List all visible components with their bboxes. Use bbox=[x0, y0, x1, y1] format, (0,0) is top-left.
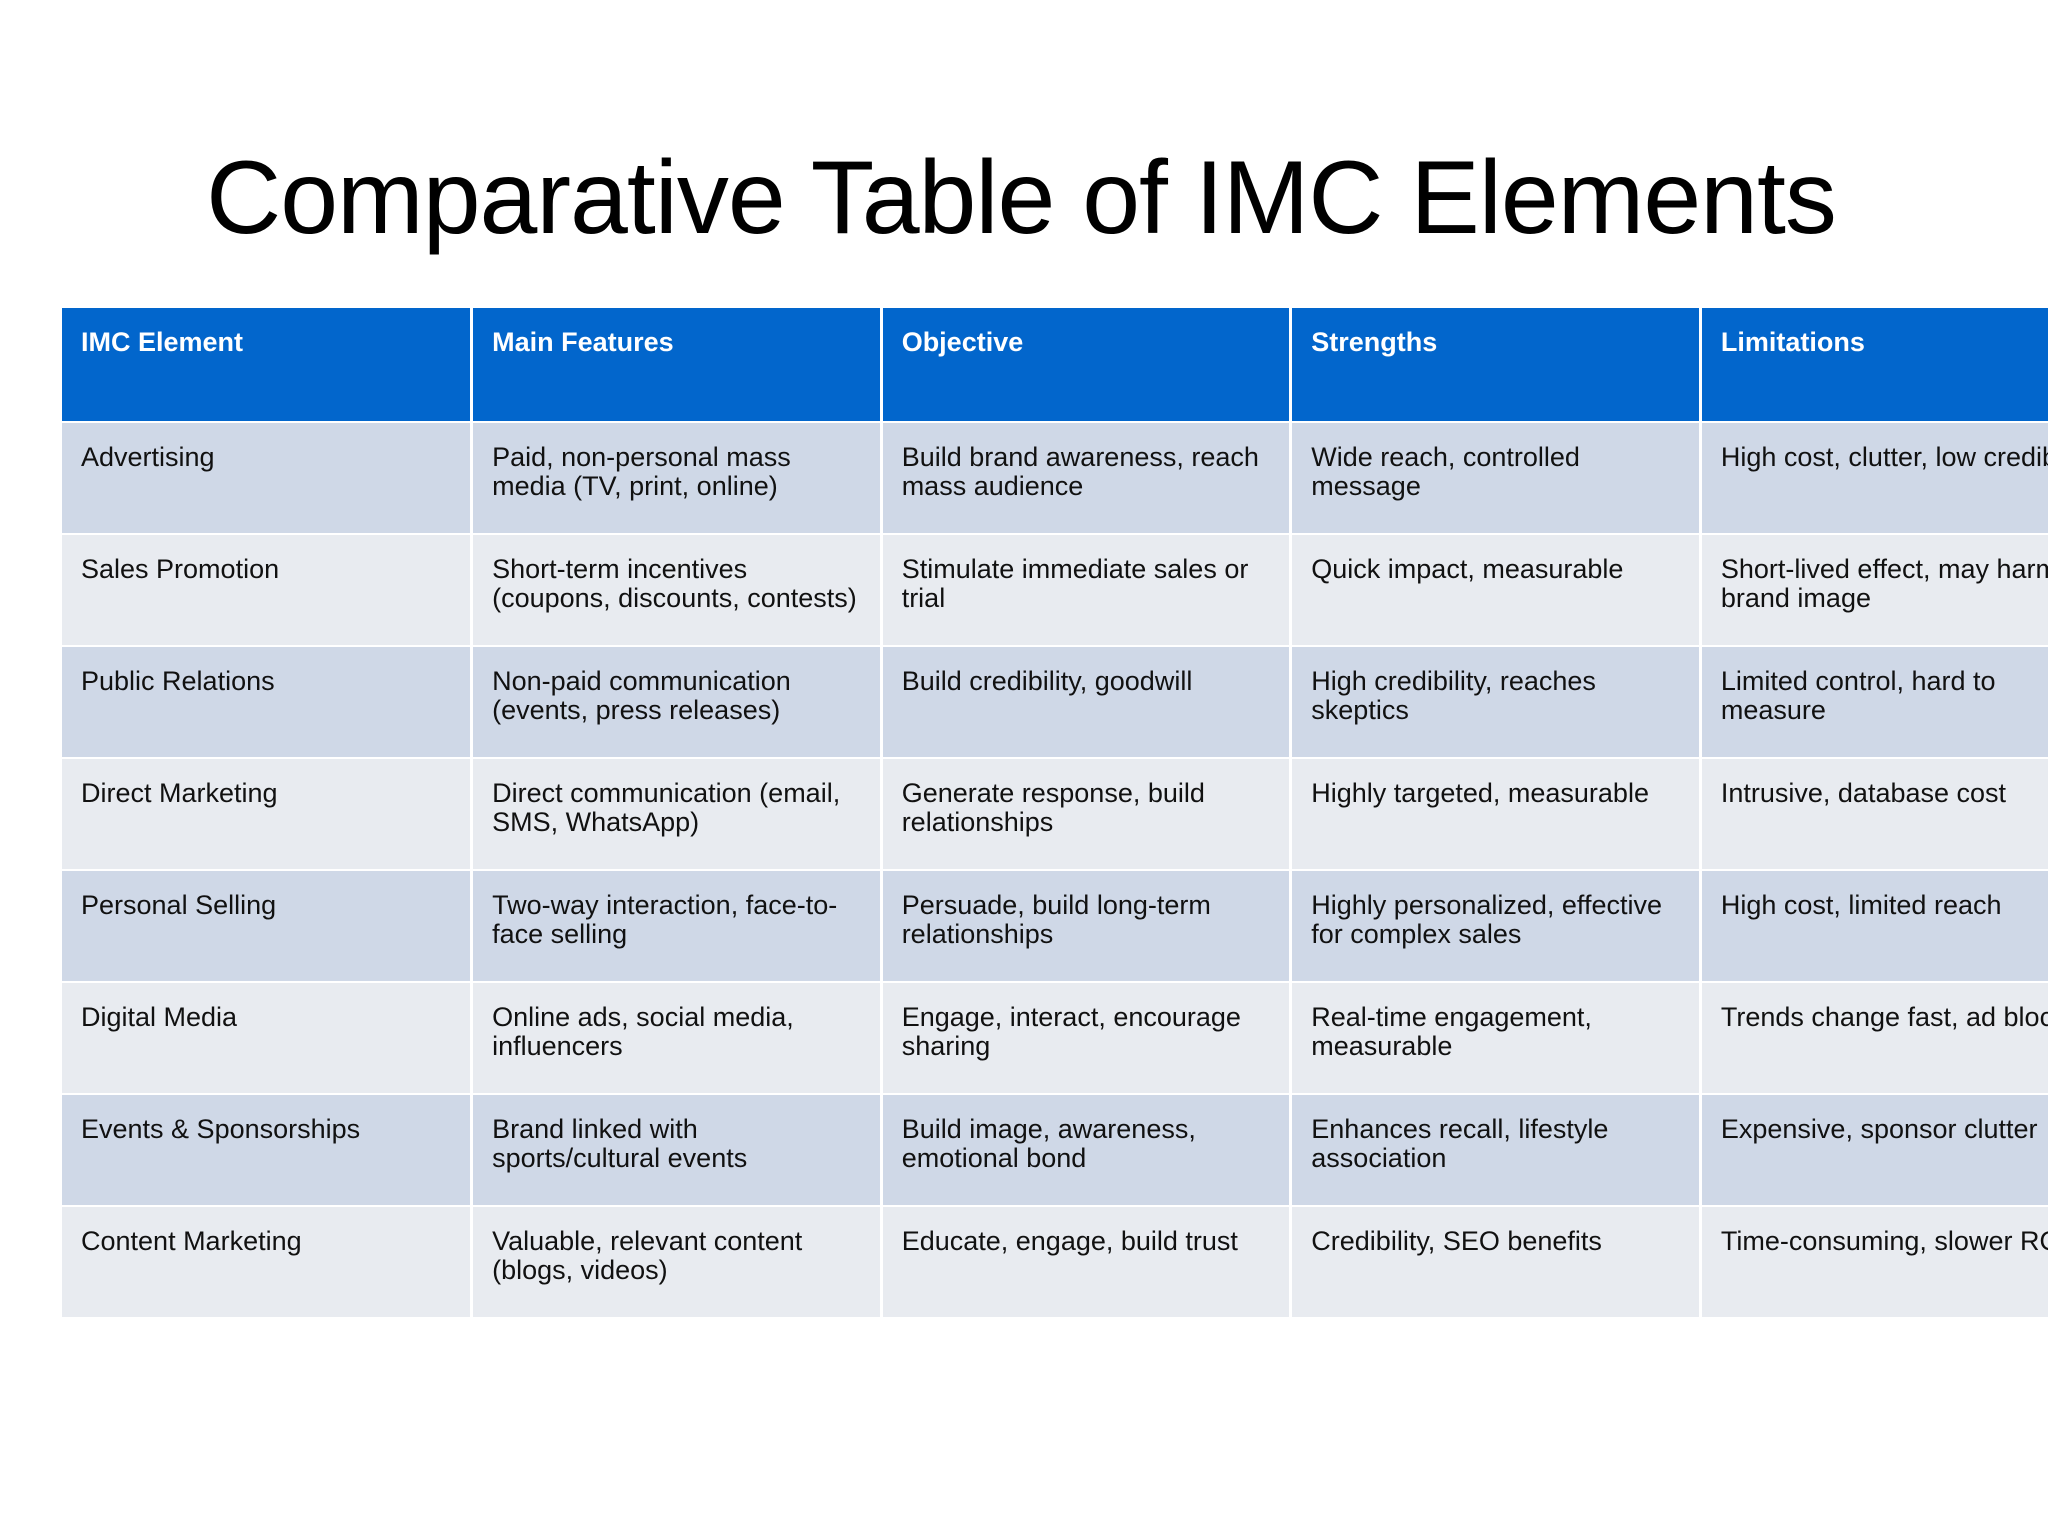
imc-comparison-table-container: IMC Element Main Features Objective Stre… bbox=[62, 308, 2048, 1319]
table-row: Direct Marketing Direct communication (e… bbox=[62, 758, 2048, 871]
table-row: Content Marketing Valuable, relevant con… bbox=[62, 1206, 2048, 1319]
cell-strengths: Wide reach, controlled message bbox=[1290, 422, 1702, 535]
cell-imc-element: Public Relations bbox=[62, 646, 474, 759]
imc-comparison-table: IMC Element Main Features Objective Stre… bbox=[62, 308, 2048, 1319]
cell-limitations: High cost, limited reach bbox=[1700, 870, 2048, 983]
cell-limitations: Intrusive, database cost bbox=[1700, 758, 2048, 871]
cell-main-features: Two-way interaction, face-to-face sellin… bbox=[471, 870, 883, 983]
cell-objective: Build credibility, goodwill bbox=[881, 646, 1293, 759]
cell-objective: Generate response, build relationships bbox=[881, 758, 1293, 871]
cell-limitations: Trends change fast, ad blocke bbox=[1700, 982, 2048, 1095]
cell-imc-element: Sales Promotion bbox=[62, 534, 474, 647]
table-row: Public Relations Non-paid communication … bbox=[62, 646, 2048, 759]
cell-main-features: Direct communication (email, SMS, WhatsA… bbox=[471, 758, 883, 871]
header-objective: Objective bbox=[881, 308, 1293, 423]
cell-strengths: Credibility, SEO benefits bbox=[1290, 1206, 1702, 1319]
cell-main-features: Paid, non-personal mass media (TV, print… bbox=[471, 422, 883, 535]
table-row: Sales Promotion Short-term incentives (c… bbox=[62, 534, 2048, 647]
slide-title: Comparative Table of IMC Elements bbox=[206, 140, 1837, 256]
cell-imc-element: Direct Marketing bbox=[62, 758, 474, 871]
header-limitations: Limitations bbox=[1700, 308, 2048, 423]
cell-objective: Stimulate immediate sales or trial bbox=[881, 534, 1293, 647]
table-row: Personal Selling Two-way interaction, fa… bbox=[62, 870, 2048, 983]
cell-strengths: Quick impact, measurable bbox=[1290, 534, 1702, 647]
cell-objective: Persuade, build long-term relationships bbox=[881, 870, 1293, 983]
cell-imc-element: Digital Media bbox=[62, 982, 474, 1095]
cell-imc-element: Personal Selling bbox=[62, 870, 474, 983]
table-row: Digital Media Online ads, social media, … bbox=[62, 982, 2048, 1095]
cell-objective: Build image, awareness, emotional bond bbox=[881, 1094, 1293, 1207]
cell-objective: Engage, interact, encourage sharing bbox=[881, 982, 1293, 1095]
cell-limitations: Expensive, sponsor clutter bbox=[1700, 1094, 2048, 1207]
table-row: Events & Sponsorships Brand linked with … bbox=[62, 1094, 2048, 1207]
cell-limitations: Time-consuming, slower ROI bbox=[1700, 1206, 2048, 1319]
cell-imc-element: Advertising bbox=[62, 422, 474, 535]
cell-objective: Build brand awareness, reach mass audien… bbox=[881, 422, 1293, 535]
cell-objective: Educate, engage, build trust bbox=[881, 1206, 1293, 1319]
table-header-row: IMC Element Main Features Objective Stre… bbox=[62, 308, 2048, 423]
cell-limitations: High cost, clutter, low credib bbox=[1700, 422, 2048, 535]
cell-strengths: Highly personalized, effective for compl… bbox=[1290, 870, 1702, 983]
cell-main-features: Non-paid communication (events, press re… bbox=[471, 646, 883, 759]
cell-limitations: Limited control, hard to measure bbox=[1700, 646, 2048, 759]
cell-limitations: Short-lived effect, may harm brand image bbox=[1700, 534, 2048, 647]
cell-strengths: Enhances recall, lifestyle association bbox=[1290, 1094, 1702, 1207]
cell-strengths: Real-time engagement, measurable bbox=[1290, 982, 1702, 1095]
header-main-features: Main Features bbox=[471, 308, 883, 423]
cell-imc-element: Content Marketing bbox=[62, 1206, 474, 1319]
cell-imc-element: Events & Sponsorships bbox=[62, 1094, 474, 1207]
cell-main-features: Brand linked with sports/cultural events bbox=[471, 1094, 883, 1207]
cell-strengths: High credibility, reaches skeptics bbox=[1290, 646, 1702, 759]
cell-main-features: Short-term incentives (coupons, discount… bbox=[471, 534, 883, 647]
table-row: Advertising Paid, non-personal mass medi… bbox=[62, 422, 2048, 535]
cell-strengths: Highly targeted, measurable bbox=[1290, 758, 1702, 871]
header-imc-element: IMC Element bbox=[62, 308, 474, 423]
header-strengths: Strengths bbox=[1290, 308, 1702, 423]
cell-main-features: Valuable, relevant content (blogs, video… bbox=[471, 1206, 883, 1319]
cell-main-features: Online ads, social media, influencers bbox=[471, 982, 883, 1095]
